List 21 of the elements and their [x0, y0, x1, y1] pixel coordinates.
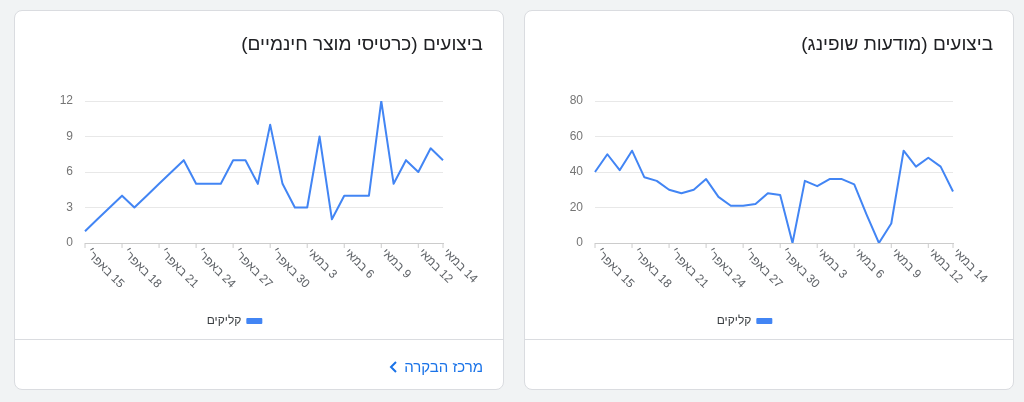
y-tick-label: 12: [59, 93, 74, 108]
y-tick-label: 3: [66, 199, 74, 214]
x-tick-label: 15 באפר׳: [592, 245, 638, 291]
chart-title: ביצועים (מודעות שופינג): [801, 33, 993, 55]
legend-label: קליקים: [206, 313, 242, 328]
legend-label: קליקים: [716, 313, 752, 328]
x-tick-label: 15 באפר׳: [82, 245, 128, 291]
chart-title: ביצועים (כרטיסי מוצר חינמיים): [241, 33, 483, 55]
y-tick-label: 9: [66, 128, 74, 143]
x-tick-label: 9 במאי: [378, 245, 415, 282]
x-tick-label: 6 במאי: [851, 245, 888, 282]
x-tick-label: 6 במאי: [341, 245, 378, 282]
y-tick-label: 40: [569, 164, 584, 179]
x-tick-label: 9 במאי: [888, 245, 925, 282]
text: מרכז הבקרה: [404, 358, 483, 375]
y-tick-label: 0: [576, 235, 584, 250]
y-tick-label: 0: [66, 235, 74, 250]
y-tick-label: 60: [569, 128, 584, 143]
y-tick-label: 80: [569, 93, 584, 108]
y-tick-label: 20: [569, 199, 584, 214]
y-tick-label: 6: [66, 164, 74, 179]
